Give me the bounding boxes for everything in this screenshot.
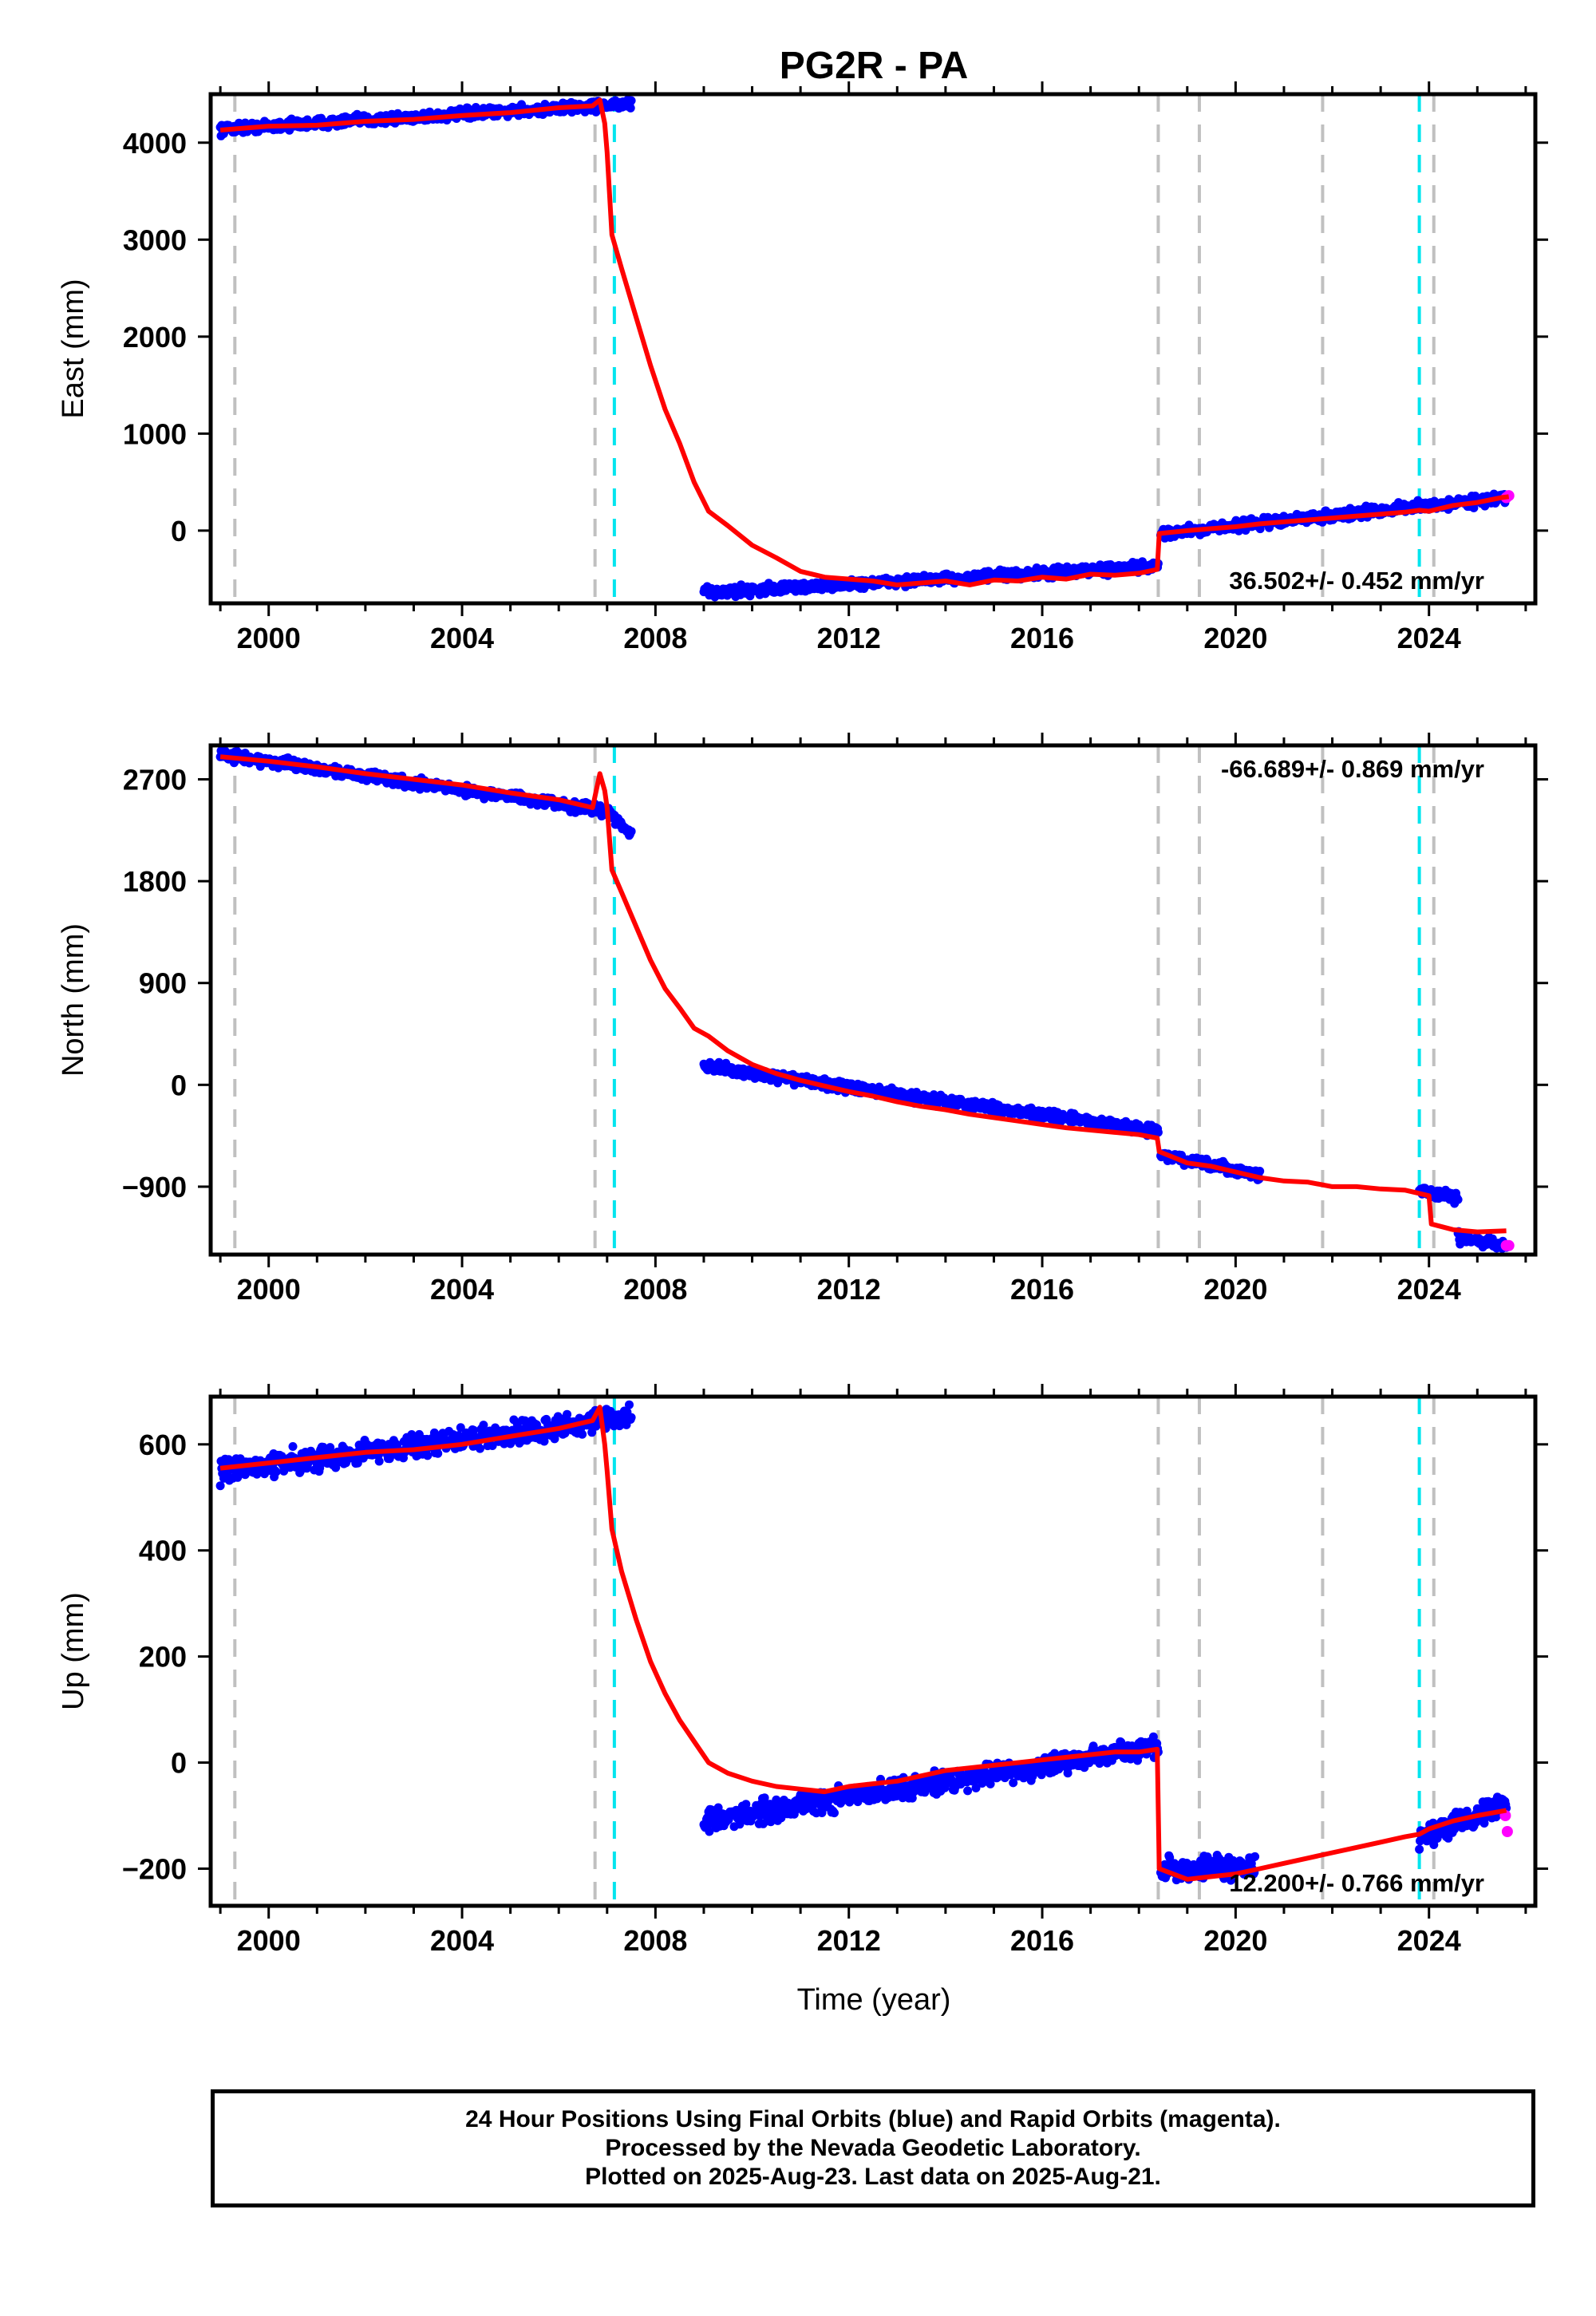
final-orbit-point: [476, 1444, 484, 1453]
final-orbit-point: [539, 1437, 549, 1446]
x-tick-label: 2012: [817, 1273, 881, 1306]
final-orbits-series: [215, 746, 1511, 1253]
final-orbit-point: [271, 1467, 281, 1476]
final-orbit-point: [215, 1481, 225, 1491]
y-tick-label: 1800: [123, 865, 187, 898]
model-fit-line: [219, 97, 1510, 587]
velocity-label-north: -66.689+/- 0.869 mm/yr: [1221, 755, 1484, 783]
plot-area-north: [215, 745, 1515, 1255]
final-orbit-point: [971, 1783, 981, 1792]
x-tick-label: 2024: [1397, 1273, 1461, 1306]
x-tick-label: 2016: [1010, 1273, 1074, 1306]
y-tick-label: 4000: [123, 127, 187, 160]
final-orbit-point: [374, 1456, 384, 1466]
x-tick-label: 2004: [430, 1273, 494, 1306]
final-orbit-point: [707, 1805, 716, 1815]
final-orbit-point: [479, 1421, 488, 1430]
x-axis-ticks: 2000 2004 2008 2012 2016 2020 2024: [219, 81, 1527, 654]
plot-frame: [208, 743, 1538, 1257]
y-axis-label-north: North (mm): [57, 923, 90, 1077]
final-orbit-point: [456, 1423, 465, 1433]
final-orbit-point: [1153, 1128, 1163, 1137]
y-axis-label-east: East (mm): [57, 279, 90, 418]
final-orbit-point: [578, 1429, 587, 1439]
final-orbit-point: [288, 1442, 298, 1451]
final-orbit-point: [1415, 1844, 1424, 1854]
panels-group: 2000 2004 2008 2012 2016 2020 2024 0 1000 2000 300…: [57, 81, 1548, 1957]
final-orbit-point: [423, 1451, 433, 1460]
x-tick-label: 2020: [1203, 1273, 1267, 1306]
x-tick-label: 2016: [1010, 622, 1074, 654]
x-axis-ticks: 2000 2004 2008 2012 2016 2020 2024: [219, 733, 1527, 1306]
y-tick-label: 1000: [123, 417, 187, 450]
x-tick-label: 2012: [817, 622, 881, 654]
plot-frame: [208, 92, 1538, 606]
y-tick-label: 900: [139, 967, 187, 1000]
final-orbit-point: [469, 1425, 479, 1435]
y-tick-label: 2000: [123, 321, 187, 354]
panel-north: 2000 2004 2008 2012 2016 2020 2024 −900 0 900 1800…: [57, 733, 1548, 1306]
plot-area-east: [215, 94, 1515, 603]
final-orbit-point: [626, 827, 636, 836]
x-tick-label: 2008: [623, 622, 687, 654]
final-orbit-point: [760, 1793, 769, 1803]
x-tick-label: 2004: [430, 622, 494, 654]
final-orbit-point: [986, 1779, 995, 1788]
final-orbit-point: [626, 96, 636, 105]
panel-east: 2000 2004 2008 2012 2016 2020 2024 0 1000 2000 300…: [57, 81, 1548, 654]
final-orbit-point: [626, 103, 635, 113]
final-orbit-point: [1450, 1824, 1460, 1834]
y-tick-label: 0: [171, 515, 187, 547]
model-fit-line: [219, 754, 1507, 1235]
y-tick-label: 0: [171, 1069, 187, 1101]
final-orbit-point: [563, 1409, 572, 1419]
final-orbit-point: [1453, 1195, 1463, 1204]
final-orbit-point: [587, 1428, 597, 1437]
final-orbits-series: [215, 1400, 1511, 1885]
x-tick-label: 2000: [237, 1273, 301, 1306]
final-orbit-point: [488, 1441, 497, 1450]
final-orbit-point: [705, 1827, 714, 1836]
final-orbit-point: [940, 1783, 950, 1792]
y-axis-ticks: −900 0 900 1800 2700: [122, 764, 1548, 1203]
final-orbit-point: [326, 1443, 335, 1452]
x-tick-label: 2020: [1203, 622, 1267, 654]
final-orbit-point: [625, 1400, 634, 1409]
final-orbit-point: [1255, 1167, 1265, 1176]
final-orbit-point: [830, 1808, 839, 1818]
final-orbit-point: [550, 1434, 559, 1444]
chart-title: PG2R - PA: [780, 45, 968, 87]
final-orbit-point: [1148, 1732, 1158, 1741]
y-axis-ticks: 0 1000 2000 3000 4000: [123, 127, 1548, 547]
plot-area-up: [215, 1397, 1513, 1906]
x-tick-label: 2024: [1397, 622, 1461, 654]
final-orbit-point: [1250, 1852, 1260, 1861]
x-tick-label: 2000: [237, 622, 301, 654]
final-orbit-point: [1226, 1875, 1235, 1885]
panel-up: 2000 2004 2008 2012 2016 2020 2024−20002004006…: [57, 1384, 1548, 1957]
velocity-label-east: 36.502+/- 0.452 mm/yr: [1229, 567, 1484, 595]
y-tick-label: −900: [122, 1171, 187, 1203]
y-tick-label: 3000: [123, 223, 187, 256]
x-tick-label: 2008: [623, 1273, 687, 1306]
final-orbit-point: [963, 1786, 973, 1796]
y-tick-label: 2700: [123, 764, 187, 796]
final-orbit-point: [741, 1800, 751, 1809]
final-orbit-point: [626, 1413, 636, 1422]
final-orbit-point: [1009, 1778, 1018, 1788]
final-orbits-series: [215, 95, 1511, 602]
rapid-orbits-series: [1500, 1239, 1515, 1251]
rapid-orbit-point: [1503, 1239, 1515, 1251]
final-orbit-point: [433, 1448, 443, 1458]
